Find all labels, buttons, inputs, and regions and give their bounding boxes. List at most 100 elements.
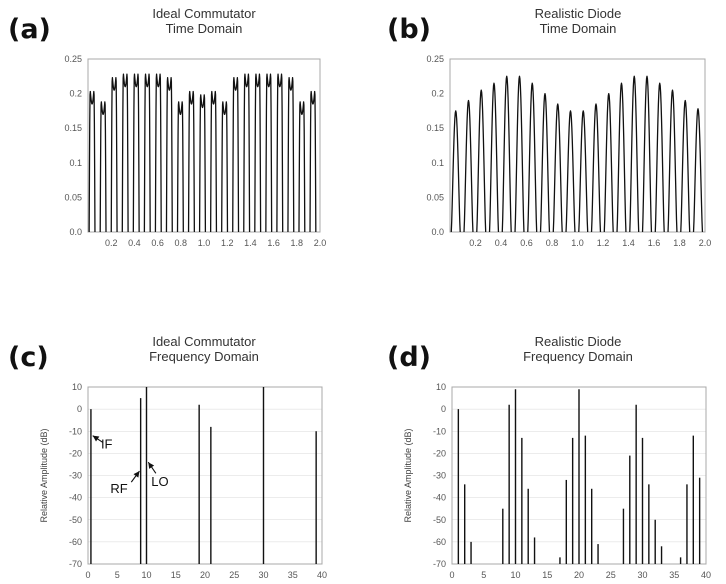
x-tick-label: 2.0: [699, 238, 712, 248]
y-tick-label: 10: [436, 382, 446, 392]
y-tick-label: 0.0: [69, 227, 82, 237]
y-tick-label: 0.1: [431, 158, 444, 168]
x-tick-label: 0.2: [469, 238, 482, 248]
y-tick-label: -40: [433, 493, 446, 503]
y-tick-label: 0.25: [426, 54, 444, 64]
pulse: [110, 77, 118, 233]
chart-title-line: Time Domain: [540, 21, 617, 36]
panel-letter: (d): [387, 342, 431, 373]
x-tick-label: 1.2: [597, 238, 610, 248]
pulse: [488, 82, 500, 233]
x-tick-label: 20: [200, 570, 210, 580]
x-tick-label: 20: [574, 570, 584, 580]
pulse: [603, 92, 614, 233]
x-tick-label: 0: [449, 570, 454, 580]
plot-frame: [87, 58, 321, 233]
pulse: [254, 73, 262, 233]
chart-title-line: Ideal Commutator: [152, 6, 256, 21]
y-tick-label: -50: [433, 515, 446, 525]
x-tick-label: 1.4: [244, 238, 257, 248]
pulse: [121, 73, 129, 233]
pulse: [463, 99, 474, 233]
pulse: [667, 89, 678, 233]
x-tick-label: 0.4: [495, 238, 508, 248]
pulse: [198, 94, 207, 233]
x-tick-label: 0.2: [105, 238, 118, 248]
annotation-rf: RF: [110, 481, 127, 496]
y-tick-label: 0.0: [431, 227, 444, 237]
pulse: [590, 103, 602, 233]
panel-letter: (a): [8, 14, 51, 45]
x-tick-label: 5: [115, 570, 120, 580]
pulse: [287, 77, 295, 233]
pulse: [232, 77, 240, 233]
x-tick-label: 1.6: [648, 238, 661, 248]
y-tick-label: 0.05: [426, 192, 444, 202]
arrowhead: [133, 471, 140, 478]
chart-title-line: Frequency Domain: [523, 349, 633, 364]
x-tick-label: 10: [141, 570, 151, 580]
y-tick-label: 0.05: [64, 192, 82, 202]
pulse: [450, 110, 461, 233]
y-tick-label: -20: [433, 448, 446, 458]
y-tick-label: -70: [69, 559, 82, 569]
x-tick-label: 10: [510, 570, 520, 580]
x-tick-label: 40: [701, 570, 711, 580]
pulse: [265, 73, 273, 233]
y-tick-label: 0.25: [64, 54, 82, 64]
panel-letter: (c): [8, 342, 49, 373]
arrowhead: [148, 462, 155, 469]
pulse: [165, 77, 173, 233]
pulse: [276, 73, 284, 233]
x-tick-label: 35: [288, 570, 298, 580]
pulse: [476, 89, 487, 233]
x-tick-label: 15: [542, 570, 552, 580]
y-tick-label: -50: [69, 515, 82, 525]
pulse: [501, 75, 512, 233]
pulse: [99, 101, 107, 233]
x-tick-label: 1.0: [571, 238, 584, 248]
x-tick-label: 0.4: [128, 238, 141, 248]
x-tick-label: 0.8: [546, 238, 559, 248]
x-tick-label: 1.2: [221, 238, 234, 248]
pulse: [132, 73, 140, 233]
pulse: [514, 75, 525, 233]
x-tick-label: 1.4: [622, 238, 635, 248]
pulse: [221, 101, 229, 233]
pulse: [187, 90, 195, 233]
y-tick-label: -40: [69, 493, 82, 503]
x-tick-label: 0.6: [520, 238, 533, 248]
x-tick-label: 1.6: [267, 238, 280, 248]
chart-title-line: Time Domain: [166, 21, 243, 36]
y-tick-label: -60: [433, 537, 446, 547]
x-tick-label: 5: [481, 570, 486, 580]
y-axis-label: Relative Amplitude (dB): [39, 428, 49, 522]
y-tick-label: 0.2: [69, 89, 82, 99]
chart-title-line: Realistic Diode: [535, 334, 622, 349]
pulse: [565, 110, 576, 233]
x-tick-label: 15: [171, 570, 181, 580]
y-tick-label: -20: [69, 448, 82, 458]
y-tick-label: 0.15: [64, 123, 82, 133]
x-tick-label: 1.8: [291, 238, 304, 248]
y-tick-label: -10: [69, 426, 82, 436]
annotation-lo: LO: [151, 474, 168, 489]
y-axis-label: Relative Amplitude (dB): [403, 428, 413, 522]
y-tick-label: -70: [433, 559, 446, 569]
pulse: [578, 110, 589, 233]
y-tick-label: -30: [69, 471, 82, 481]
y-tick-label: -30: [433, 471, 446, 481]
pulse: [641, 75, 653, 233]
annotation-if: IF: [101, 437, 113, 452]
x-tick-label: 30: [637, 570, 647, 580]
y-tick-label: 0.2: [431, 89, 444, 99]
y-tick-label: 0.1: [69, 158, 82, 168]
x-tick-label: 0.8: [175, 238, 188, 248]
pulse: [243, 73, 251, 233]
x-tick-label: 0: [85, 570, 90, 580]
